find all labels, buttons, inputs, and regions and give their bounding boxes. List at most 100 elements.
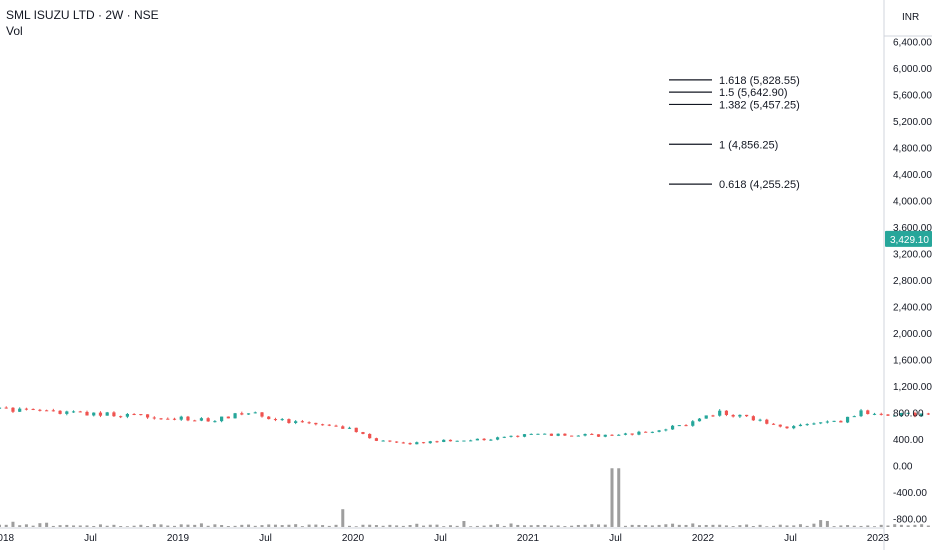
candle (731, 414, 735, 418)
fib-level[interactable]: 1.618 (5,828.55) (669, 75, 800, 87)
volume-bar (4, 524, 8, 527)
candle (341, 425, 345, 429)
time-axis[interactable]: 2018Jul2019Jul2020Jul2021Jul2022Jul2023J… (0, 527, 932, 544)
candle (280, 418, 284, 421)
volume-bar (31, 525, 35, 527)
volume-bar (812, 523, 816, 527)
candle (374, 437, 379, 442)
volume-bar (772, 525, 776, 527)
price-axis[interactable]: INR 6,400.00 6,000.00 5,600.00 5,200.00 4,80… (883, 0, 932, 550)
volume-bar (502, 525, 506, 527)
time-axis-label: 2019 (167, 533, 190, 544)
fib-level[interactable]: 1.382 (5,457.25) (669, 99, 800, 111)
volume-bar (267, 524, 271, 527)
volume-bar (738, 525, 742, 527)
volume-bar (361, 524, 365, 527)
candle (617, 434, 621, 436)
volume-bar (408, 525, 412, 527)
candle (825, 420, 829, 424)
volume-bar (792, 525, 796, 527)
volume-bar (119, 526, 123, 527)
candle (623, 432, 628, 436)
candle (792, 425, 796, 430)
time-axis-label: 2018 (0, 533, 15, 544)
current-price-tag: 3,429.10 (885, 230, 932, 247)
candle (859, 408, 863, 418)
volume-bar (0, 524, 2, 527)
volume-bar (536, 524, 540, 527)
volume-indicator-label[interactable]: Vol (6, 24, 23, 38)
volume-bar (186, 524, 190, 527)
volume-bar (45, 522, 49, 527)
candle (206, 417, 210, 422)
candle (852, 415, 856, 418)
candle (159, 417, 163, 420)
candle (220, 416, 224, 423)
candle (448, 439, 453, 442)
volume-bar (38, 523, 42, 527)
price-axis-label: -800.00 (893, 515, 927, 526)
currency-label[interactable]: INR (902, 12, 919, 23)
volume-bar (388, 524, 392, 527)
fib-level[interactable]: 1 (4,856.25) (669, 139, 778, 151)
candle (112, 411, 116, 417)
candle (125, 413, 129, 419)
price-axis-label: 2,800.00 (893, 276, 932, 287)
volume-bar (698, 525, 701, 527)
fib-level[interactable]: 1.5 (5,642.90) (669, 87, 788, 99)
candle (455, 440, 459, 442)
candle (872, 412, 877, 416)
price-axis-label: 1,200.00 (893, 382, 932, 393)
volume-bar (529, 525, 533, 527)
candle (119, 415, 123, 419)
candle (684, 424, 688, 427)
volume-bar (556, 525, 560, 527)
fib-level-label: 1.5 (5,642.90) (719, 87, 788, 99)
candle (145, 414, 150, 419)
candle (152, 416, 156, 420)
volume-bar (415, 523, 419, 527)
candle (213, 420, 217, 423)
candle (18, 407, 22, 412)
candle (738, 414, 742, 419)
volume-bar (637, 524, 641, 527)
fib-level[interactable]: 0.618 (4,255.25) (669, 179, 800, 191)
volume-bar (617, 468, 621, 527)
candle (879, 412, 883, 416)
volume-bar (206, 525, 210, 527)
volume-bar (146, 526, 150, 527)
candle (428, 440, 432, 444)
volume-bar (253, 525, 257, 527)
volume-bar (926, 525, 930, 527)
candle (583, 433, 587, 437)
price-axis-label: -400.00 (893, 488, 927, 499)
candle (78, 410, 82, 413)
candle (576, 435, 580, 437)
candle (462, 440, 466, 442)
volume-bar (354, 526, 358, 527)
candle (866, 409, 870, 415)
candle (226, 416, 230, 419)
volume-bar (193, 524, 197, 527)
candle (98, 411, 103, 418)
volume-bar (704, 524, 708, 527)
price-axis-label: 3,200.00 (893, 250, 932, 261)
candle (307, 421, 311, 425)
fibonacci-levels[interactable]: 1.618 (5,828.55)1.5 (5,642.90)1.382 (5,4… (669, 75, 800, 191)
volume-bar (105, 525, 109, 527)
volume-bar (718, 524, 722, 527)
volume-bar (691, 523, 695, 527)
candle (58, 410, 62, 415)
volume-bar (78, 525, 82, 527)
time-axis-label: Jul (784, 533, 797, 544)
volume-bar (516, 524, 520, 527)
candle (388, 440, 392, 443)
candle (899, 412, 904, 417)
volume-bar (334, 524, 338, 527)
candle (294, 420, 298, 425)
symbol-title[interactable]: SML ISUZU LTD · 2W · NSE (6, 8, 159, 22)
candle (347, 426, 352, 430)
volume-bar (374, 525, 378, 527)
candle (415, 441, 419, 445)
